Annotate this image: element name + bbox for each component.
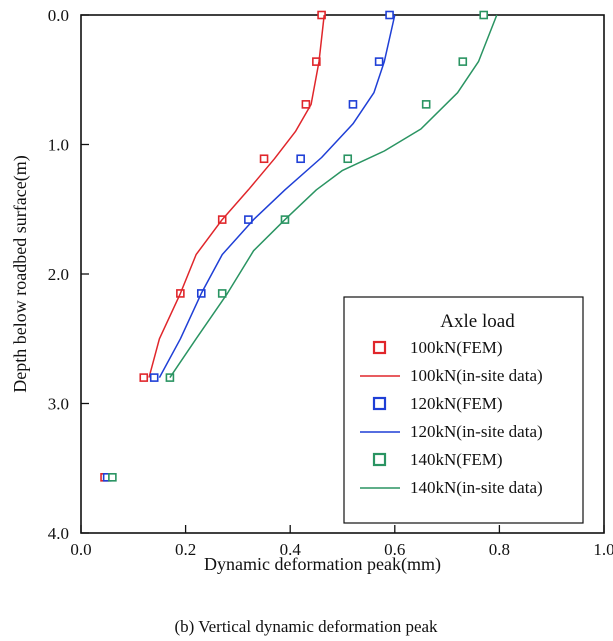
y-tick-label: 4.0 xyxy=(48,524,69,543)
x-tick-label: 0.2 xyxy=(175,540,196,559)
data-point-100kn-fem xyxy=(139,373,149,382)
legend: Axle load 100kN(FEM) 100kN(in-site data) 12… xyxy=(343,296,584,524)
data-point-140kn-fem xyxy=(421,100,431,109)
x-tick-label: 0.4 xyxy=(280,540,302,559)
legend-label-100kn-fem: 100kN(FEM) xyxy=(410,338,503,357)
data-point-120kn-fem xyxy=(385,10,394,20)
data-point-120kn-fem xyxy=(296,154,305,164)
legend-swatch-100kn-fem xyxy=(372,340,387,355)
data-point-140kn-fem xyxy=(479,10,489,20)
data-point-140kn-fem xyxy=(108,473,117,482)
x-tick-label: 0.6 xyxy=(384,540,405,559)
x-tick-label: 0.0 xyxy=(70,540,91,559)
series-line-100kn-in-site-data xyxy=(148,14,325,378)
data-point-140kn-fem xyxy=(458,57,468,66)
legend-swatch-120kn-fem xyxy=(372,396,387,411)
data-point-140kn-fem xyxy=(343,154,353,164)
legend-label-100kn-in-site-data: 100kN(in-site data) xyxy=(410,366,543,385)
y-tick-label: 2.0 xyxy=(48,265,69,284)
x-tick-label: 0.8 xyxy=(489,540,510,559)
legend-label-140kn-in-site-data: 140kN(in-site data) xyxy=(410,478,543,497)
y-axis-title: Depth below roadbed surface(m) xyxy=(10,155,31,392)
series-line-120kn-in-site-data xyxy=(158,14,396,378)
x-tick-label: 1.0 xyxy=(593,540,613,559)
legend-title: Axle load xyxy=(440,311,515,332)
series-line-140kn-in-site-data xyxy=(169,14,498,379)
figure-caption: (b) Vertical dynamic deformation peak xyxy=(174,617,438,636)
legend-label-120kn-in-site-data: 120kN(in-site data) xyxy=(410,422,543,441)
data-point-100kn-fem xyxy=(259,154,269,164)
y-tick-label: 0.0 xyxy=(48,6,69,25)
data-point-120kn-fem xyxy=(374,57,384,66)
series-markers-100kn-fem xyxy=(100,10,326,482)
legend-label-120kn-fem: 120kN(FEM) xyxy=(410,394,503,413)
legend-label-140kn-fem: 140kN(FEM) xyxy=(410,450,503,469)
data-point-120kn-fem xyxy=(244,215,253,224)
y-tick-label: 1.0 xyxy=(48,136,69,155)
data-point-120kn-fem xyxy=(348,100,358,109)
x-axis-title: Dynamic deformation peak(mm) xyxy=(204,554,441,575)
series-layer xyxy=(100,10,498,482)
data-point-120kn-fem xyxy=(149,373,159,382)
data-point-100kn-fem xyxy=(317,10,326,20)
y-tick-label: 3.0 xyxy=(48,395,69,414)
axis-ticks: 0.0 0.2 0.4 0.6 0.8 1.0 0.0 1.0 2.0 3.0 4.0 xyxy=(48,6,613,559)
data-point-140kn-fem xyxy=(217,289,227,298)
data-point-100kn-fem xyxy=(312,57,321,66)
data-point-100kn-fem xyxy=(301,100,311,109)
legend-swatch-140kn-fem xyxy=(372,452,387,467)
